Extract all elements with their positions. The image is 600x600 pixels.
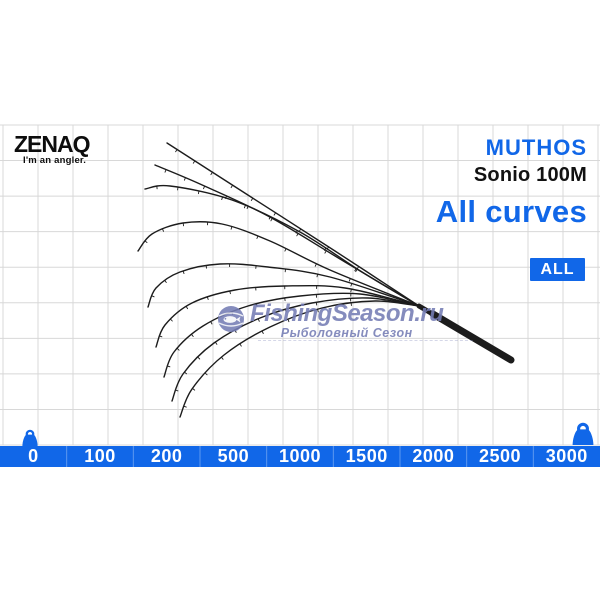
rod-guide-tick xyxy=(354,267,357,272)
rod-guide-tick xyxy=(273,212,277,216)
rod-guide-tick xyxy=(206,296,209,300)
series-title: MUTHOS xyxy=(485,135,587,160)
axis-tick-label: 200 xyxy=(150,446,183,466)
brand-tagline: I'm an angler. xyxy=(23,155,87,166)
axis-tick-label: 2500 xyxy=(479,446,522,466)
rod-guide-tick xyxy=(210,321,213,325)
axis-tick-label: 2000 xyxy=(412,446,455,466)
rod-guide-tick xyxy=(261,330,264,334)
rod-guide-tick xyxy=(158,335,163,338)
axis-bar xyxy=(0,446,600,467)
model-title: Sonio 100M xyxy=(473,164,587,186)
rod-guide-tick xyxy=(221,196,224,201)
rod-curve-load-200 xyxy=(144,184,420,307)
weight-icon-right xyxy=(572,422,594,445)
load-axis: 0 100 200 500 1000 1500 2000 2500 3000 xyxy=(0,446,600,467)
rod-guide-tick xyxy=(317,308,319,313)
rod-guide-tick xyxy=(161,228,164,232)
axis-tick-label: 3000 xyxy=(545,446,588,466)
rod-guide-tick xyxy=(185,305,189,310)
axis-tick-label: 1500 xyxy=(345,446,388,466)
rod-guide-tick xyxy=(144,240,148,243)
rod-curve-load-1000 xyxy=(147,263,420,308)
rod-guide-tick xyxy=(183,177,186,181)
rod-guide-tick xyxy=(231,311,234,315)
rod-guide-tick xyxy=(239,343,242,347)
rod-guide-tick xyxy=(350,282,353,287)
rod-guide-tick xyxy=(316,273,319,278)
rod-handle xyxy=(429,310,515,364)
rod-curve-load-500 xyxy=(137,221,420,307)
rod-guide-tick xyxy=(348,278,351,282)
rod-guide-tick xyxy=(197,190,200,195)
rod-curve-load-2000 xyxy=(163,292,420,378)
rod-guide-tick xyxy=(270,217,273,222)
rod-guide-tick xyxy=(323,247,327,251)
rod-curve-load-100 xyxy=(154,164,420,307)
rod-guide-tick xyxy=(229,290,231,295)
rod-guide-tick xyxy=(234,329,237,333)
rod-guide-tick xyxy=(220,356,224,360)
rod-guide-tick xyxy=(355,268,358,273)
rod-guide-tick xyxy=(230,226,233,230)
rod-guide-tick xyxy=(197,356,201,360)
grid xyxy=(0,124,600,446)
rod-guide-tick xyxy=(230,184,234,189)
rod-curve-load-2500 xyxy=(171,297,420,402)
rod-guide-tick xyxy=(169,318,173,322)
all-button[interactable]: ALL xyxy=(530,258,585,281)
brand-name: ZENAQ xyxy=(14,131,90,157)
rod-guide-tick xyxy=(214,341,218,345)
rod-guide-tick xyxy=(287,318,290,323)
rod-guide-tick xyxy=(298,228,302,232)
rod-guide-tick xyxy=(284,248,287,252)
rod-guide-tick xyxy=(183,371,188,375)
rod-guide-tick xyxy=(284,308,287,313)
rod-guide-tick xyxy=(243,204,246,209)
axis-tick-label: 500 xyxy=(217,446,250,466)
rod-guide-tick xyxy=(268,216,271,220)
rod-curve-load-3000 xyxy=(179,300,420,418)
axis-tick-label: 0 xyxy=(28,446,39,466)
rod-guide-tick xyxy=(203,185,206,190)
rod-guide-tick xyxy=(255,303,258,307)
page-title: All curves xyxy=(435,194,587,229)
rod-guide-tick xyxy=(175,149,178,153)
zenaq-logo: ZENAQ I'm an angler. xyxy=(14,131,90,167)
rod-guide-tick xyxy=(174,389,179,392)
axis-separators xyxy=(66,446,534,467)
rod-guide-tick xyxy=(151,295,155,298)
weight-icon-left xyxy=(22,429,38,446)
rod-guide-tick xyxy=(250,197,254,201)
rod-guide-tick xyxy=(324,250,327,254)
rod-curve-load-1500 xyxy=(155,284,420,348)
axis-tick-label: 100 xyxy=(84,446,116,466)
rod-guide-tick xyxy=(182,270,185,275)
rod-curves xyxy=(137,142,420,418)
rod-curve-load-0 xyxy=(166,142,420,307)
rod-guide-tick xyxy=(256,235,259,239)
rod-guide-tick xyxy=(296,232,299,237)
rod-guide-tick xyxy=(192,160,196,164)
rod-guide-tick xyxy=(295,230,298,234)
rod-guide-tick xyxy=(257,318,260,322)
rod-guide-tick xyxy=(210,171,213,176)
rod-guide-tick xyxy=(204,372,208,376)
rod-guide-tick xyxy=(191,387,196,391)
axis-tick-label: 1000 xyxy=(279,446,322,466)
rod-guide-tick xyxy=(191,333,194,337)
rod-guide-tick xyxy=(314,263,317,267)
rod-guide-tick xyxy=(164,169,167,173)
rod-guide-tick xyxy=(166,365,171,368)
rod-guide-tick xyxy=(350,288,352,293)
rod-guide-tick xyxy=(164,279,167,283)
rod-guide-tick xyxy=(183,405,187,408)
rod-guide-tick xyxy=(176,347,180,351)
